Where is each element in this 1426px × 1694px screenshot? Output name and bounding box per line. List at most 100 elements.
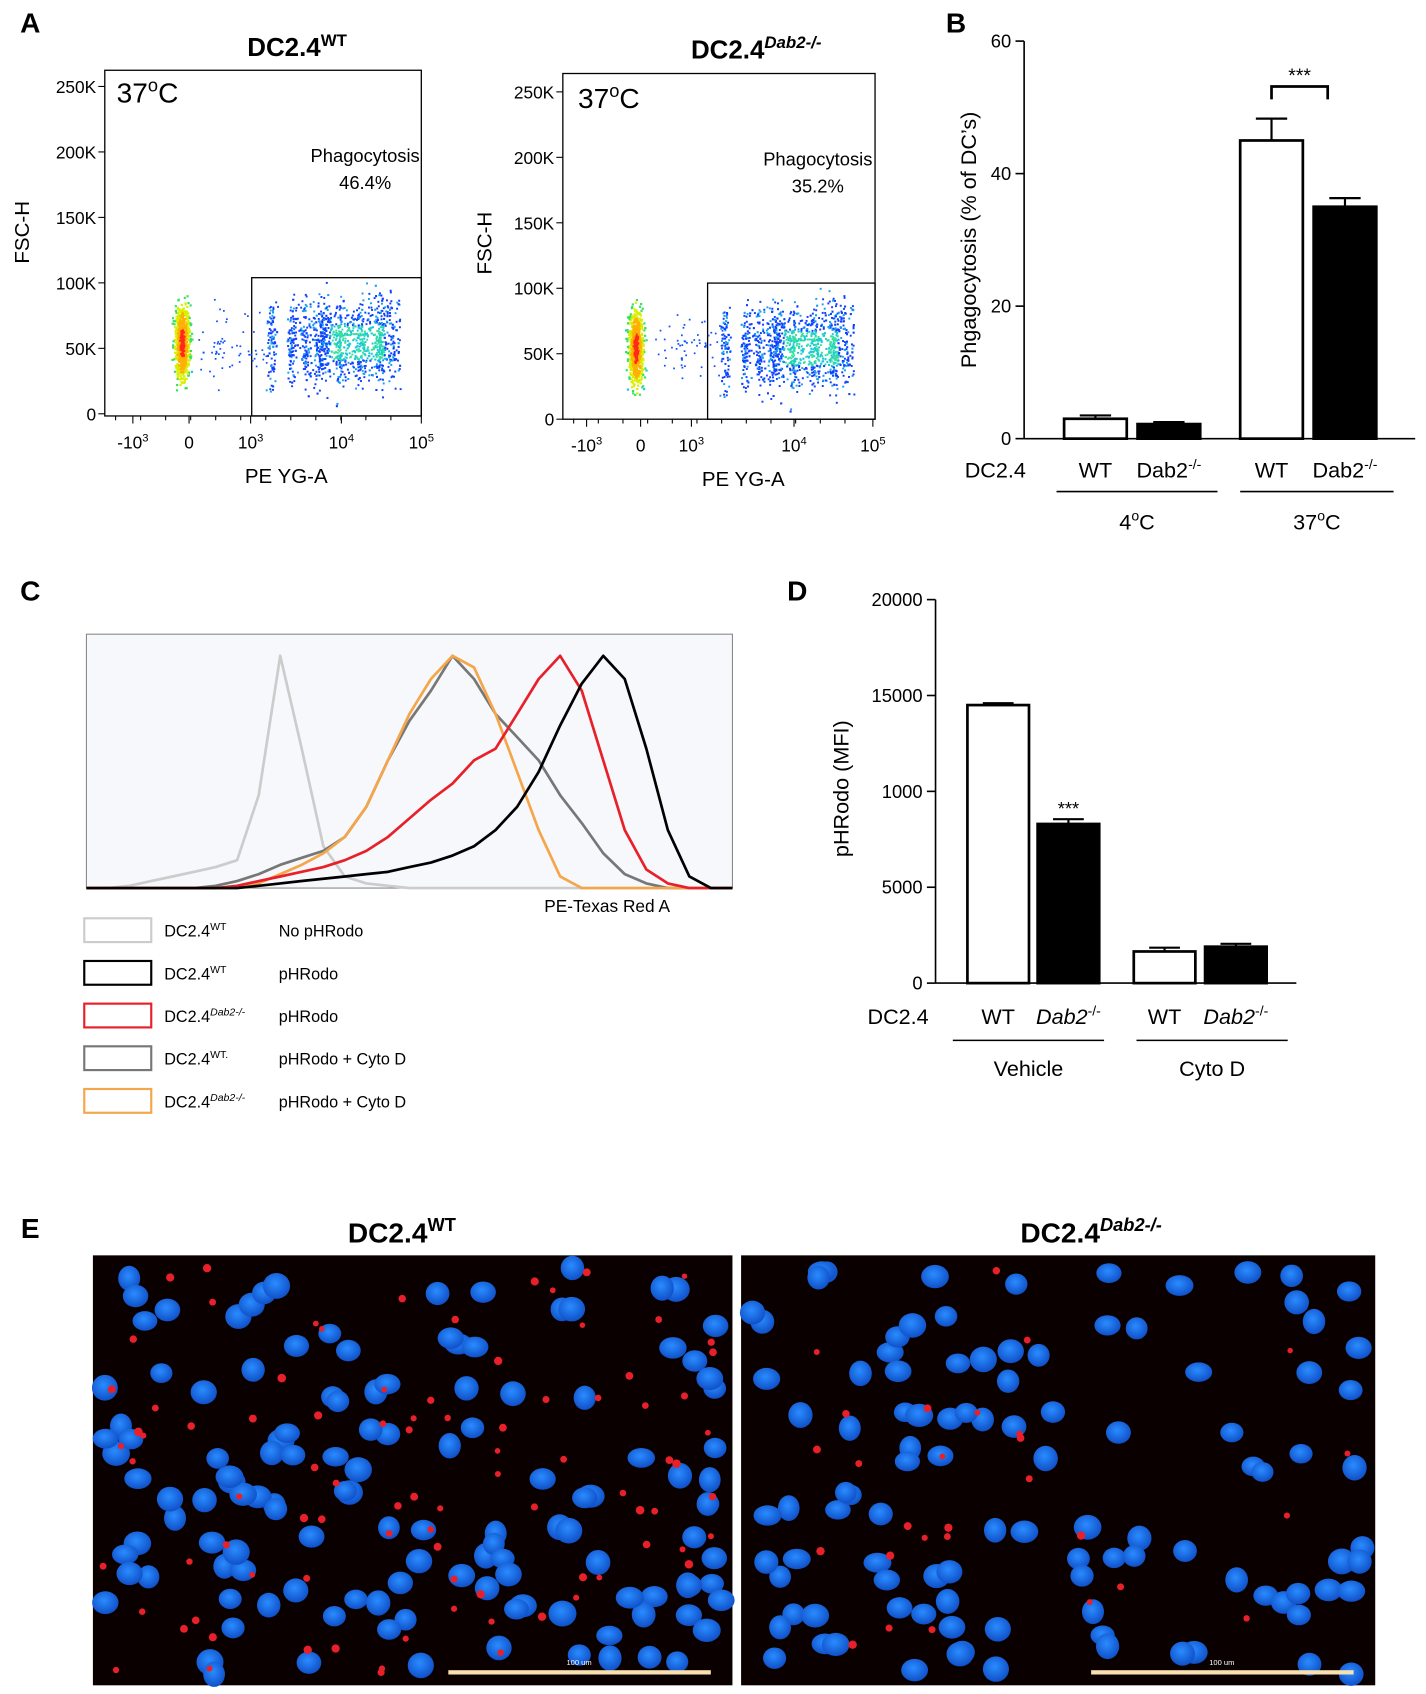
event (645, 339, 648, 342)
event (371, 374, 374, 377)
event (369, 314, 372, 317)
event (846, 359, 849, 362)
event (745, 359, 747, 362)
event (637, 332, 640, 335)
event (339, 317, 342, 320)
event (632, 337, 635, 340)
event (789, 337, 791, 340)
event (760, 341, 763, 344)
event (832, 357, 835, 360)
event (187, 364, 190, 367)
x-tick-label: 0 (184, 432, 194, 452)
event (763, 339, 766, 342)
particle (488, 1618, 495, 1625)
event (390, 343, 393, 346)
event (351, 324, 354, 326)
event (759, 355, 762, 358)
event (794, 370, 797, 373)
event (334, 356, 337, 359)
event (185, 323, 188, 326)
event (183, 310, 186, 313)
event (741, 345, 744, 348)
event (187, 319, 190, 323)
event (639, 373, 642, 376)
event (773, 368, 776, 371)
x-tick-label-sup: -/- (1188, 456, 1202, 472)
event (640, 353, 643, 356)
event (693, 352, 696, 355)
event (335, 367, 338, 370)
event (346, 325, 349, 328)
event (309, 303, 312, 306)
event (625, 369, 628, 372)
event (811, 371, 814, 374)
particle (166, 1273, 175, 1282)
particle (450, 1575, 458, 1583)
event (843, 357, 846, 360)
event (182, 336, 185, 340)
event (845, 361, 848, 364)
event (638, 379, 641, 382)
particle (704, 1429, 711, 1436)
event (321, 332, 323, 335)
event (759, 384, 762, 387)
event (787, 363, 789, 366)
event (814, 330, 817, 333)
event (820, 324, 823, 327)
event (722, 317, 725, 320)
event (693, 339, 696, 341)
event (220, 340, 222, 343)
event (375, 335, 378, 338)
event (270, 332, 273, 335)
plot-title-sup: Dab2-/- (764, 33, 821, 52)
event (381, 302, 383, 305)
particle (596, 1574, 603, 1581)
event (822, 360, 825, 363)
event (819, 287, 822, 290)
event (318, 350, 320, 353)
event (630, 338, 634, 341)
event (763, 380, 766, 383)
event (684, 365, 686, 368)
event (631, 353, 634, 356)
event (181, 361, 184, 365)
event (368, 292, 371, 295)
event (811, 353, 814, 356)
event (375, 320, 378, 323)
event (176, 338, 179, 341)
event (797, 312, 800, 315)
event (723, 322, 726, 325)
particle (331, 1644, 340, 1653)
event (318, 374, 321, 377)
event (724, 369, 727, 372)
event (799, 320, 802, 322)
event (338, 337, 341, 340)
event (783, 323, 786, 326)
event (769, 349, 772, 352)
nucleus (335, 1339, 361, 1362)
y-tick-label: 150K (514, 213, 555, 233)
event (761, 400, 764, 403)
event (300, 327, 303, 330)
event (183, 359, 187, 362)
event (798, 343, 801, 346)
legend-treatment: pHRodo (279, 965, 338, 983)
event (388, 308, 391, 311)
event (852, 370, 855, 373)
event (180, 349, 183, 353)
event (339, 343, 342, 346)
event (840, 316, 843, 319)
event (317, 366, 320, 369)
event (171, 317, 175, 320)
event (380, 321, 383, 324)
event (320, 342, 323, 345)
event (818, 346, 821, 349)
event (799, 362, 802, 365)
event (323, 296, 326, 299)
event (756, 359, 759, 362)
event (251, 359, 254, 362)
event (828, 351, 830, 354)
event (631, 379, 634, 382)
event (293, 327, 295, 330)
event (378, 338, 380, 341)
